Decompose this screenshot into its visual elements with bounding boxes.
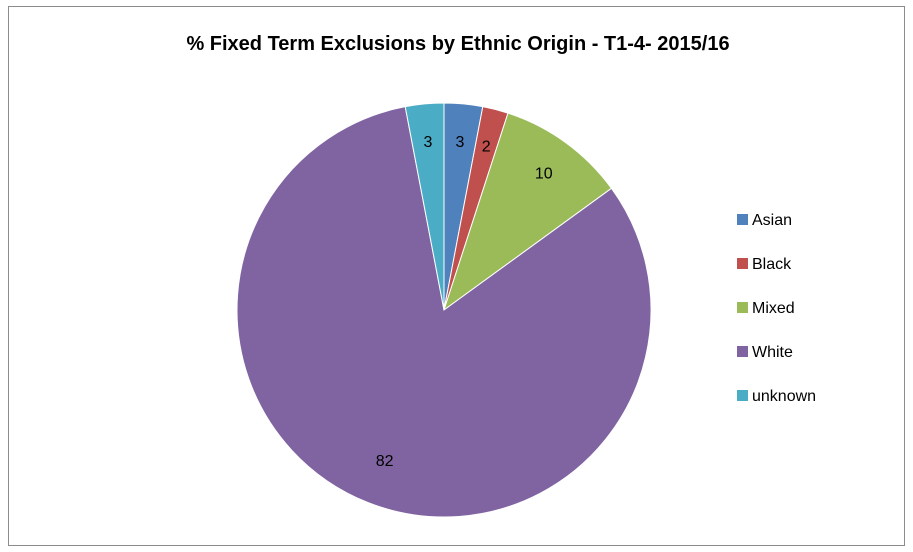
legend-label-mixed: Mixed (752, 300, 795, 317)
data-label-white: 82 (376, 453, 394, 470)
legend: Asian Black Mixed White unknown (737, 212, 816, 405)
legend-label-black: Black (752, 256, 792, 273)
pie-slice-white (236, 106, 652, 518)
data-label-asian: 3 (456, 134, 465, 151)
data-label-mixed: 10 (535, 166, 553, 183)
legend-swatch-unknown (737, 390, 748, 401)
legend-swatch-asian (737, 214, 748, 225)
legend-label-white: White (752, 344, 793, 361)
legend-label-unknown: unknown (752, 388, 816, 405)
chart-title: % Fixed Term Exclusions by Ethnic Origin… (186, 33, 729, 55)
legend-swatch-black (737, 258, 748, 269)
pie-slice-unknown (404, 102, 445, 311)
legend-label-asian: Asian (752, 212, 792, 229)
data-label-black: 2 (482, 139, 491, 156)
data-label-unknown: 3 (424, 134, 433, 151)
pie-slices (236, 102, 652, 518)
pie-slice-mixed (443, 112, 613, 312)
legend-swatch-white (737, 346, 748, 357)
legend-swatch-mixed (737, 302, 748, 313)
